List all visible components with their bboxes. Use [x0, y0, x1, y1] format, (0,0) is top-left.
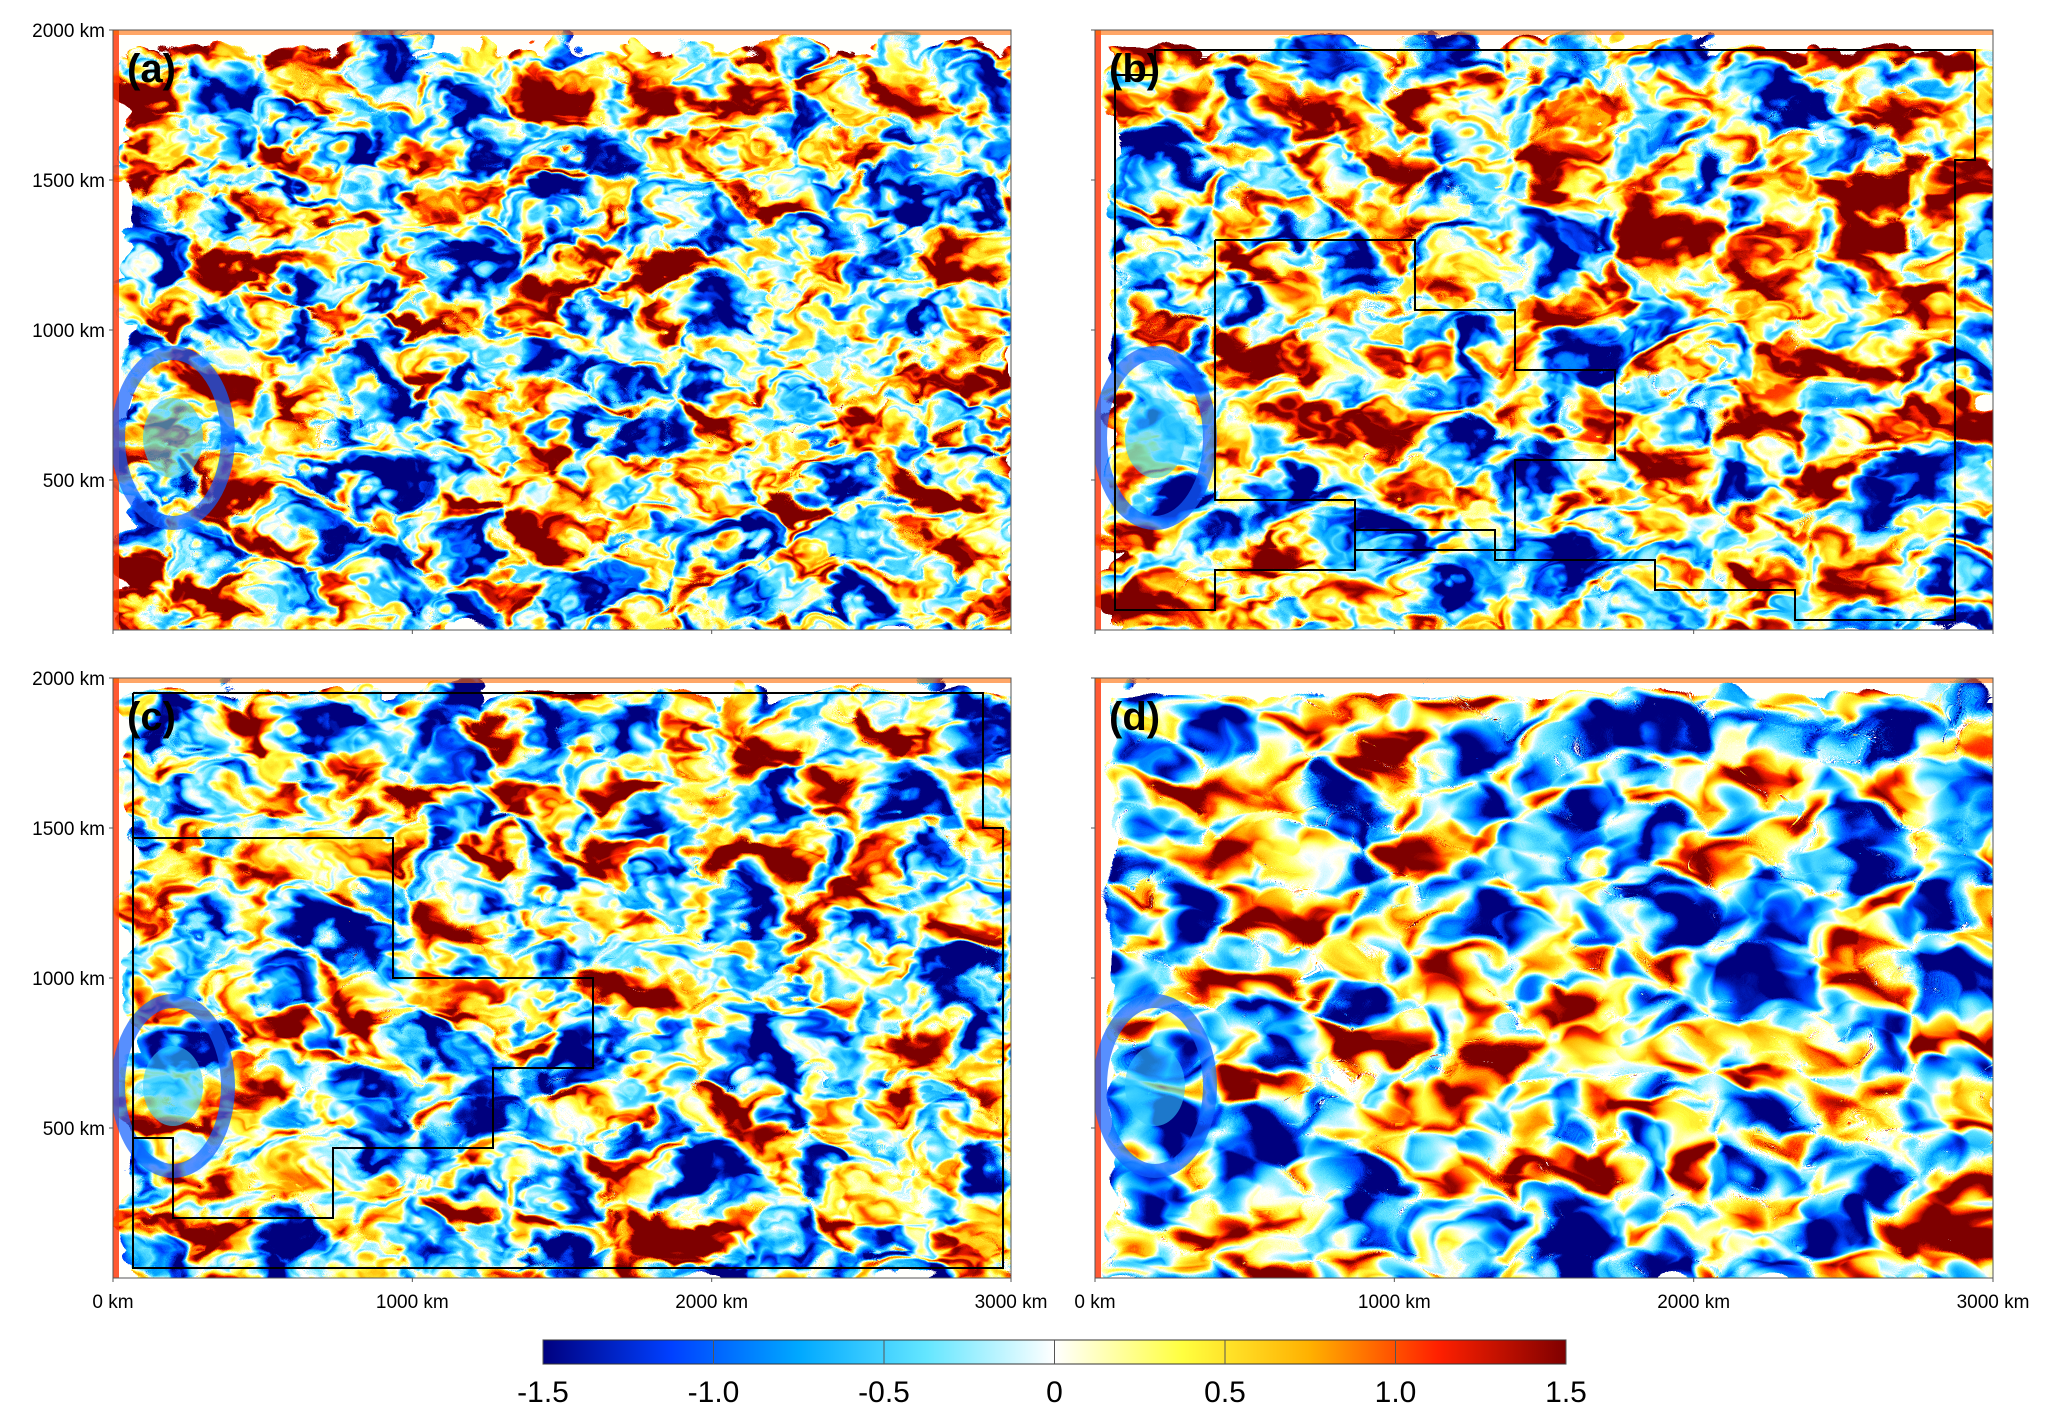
vorticity-field [113, 678, 1011, 1278]
vorticity-field [1095, 30, 1993, 630]
x-tick-label: 3000 km [975, 1292, 1048, 1313]
panel-label: (a) [127, 47, 176, 91]
panel-b: (b) [1091, 29, 1994, 634]
y-tick-label: 2000 km [32, 21, 105, 42]
y-tick-label: 500 km [43, 471, 105, 492]
y-tick-label: 1000 km [32, 321, 105, 342]
refinement-outline [1114, 49, 1976, 621]
y-tick-label: 1500 km [32, 171, 105, 192]
refinement-outline [132, 692, 1004, 1269]
panel-a: (a) 2000 km 1500 km 1000 km 500 km [32, 21, 1012, 634]
x-tick-label: 3000 km [1957, 1292, 2030, 1313]
x-tick-label: 1000 km [376, 1292, 449, 1313]
y-tick-label: 1000 km [32, 969, 105, 990]
panel-c: (c) 2000 km 1500 km 1000 km 500 km 0 km 1000 k… [32, 669, 1047, 1313]
y-tick-label: 1500 km [32, 819, 105, 840]
colorbar-tick-label: 1.5 [1545, 1376, 1587, 1409]
panel-label: (d) [1109, 695, 1160, 739]
colorbar-tick-label: -1.5 [517, 1376, 569, 1409]
colorbar-tick-label: 1.0 [1375, 1376, 1417, 1409]
boundary-currents [1095, 30, 1993, 630]
vorticity-field [1095, 678, 1993, 1278]
x-tick-label: 0 km [1074, 1292, 1115, 1313]
x-tick-label: 2000 km [675, 1292, 748, 1313]
panel-label: (c) [127, 695, 176, 739]
x-tick-label: 0 km [92, 1292, 133, 1313]
panel-d: (d) 0 km 1000 km 2000 km 3000 km [1074, 677, 2030, 1313]
y-tick-label: 2000 km [32, 669, 105, 690]
boundary-currents [113, 30, 1011, 630]
colorbar-tick-label: -1.0 [688, 1376, 740, 1409]
colorbar-tick-label: 0.5 [1204, 1376, 1246, 1409]
x-tick-label: 2000 km [1657, 1292, 1730, 1313]
colorbar-tick-label: -0.5 [858, 1376, 910, 1409]
colorbar: -1.5 -1.0 -0.5 0 0.5 1.0 1.5 [517, 1339, 1587, 1409]
x-tick-label: 1000 km [1358, 1292, 1431, 1313]
boundary-currents [1095, 678, 1993, 1278]
vorticity-field [113, 30, 1011, 630]
colorbar-tick-label: 0 [1046, 1376, 1063, 1409]
y-tick-label: 500 km [43, 1119, 105, 1140]
panel-label: (b) [1109, 47, 1160, 91]
